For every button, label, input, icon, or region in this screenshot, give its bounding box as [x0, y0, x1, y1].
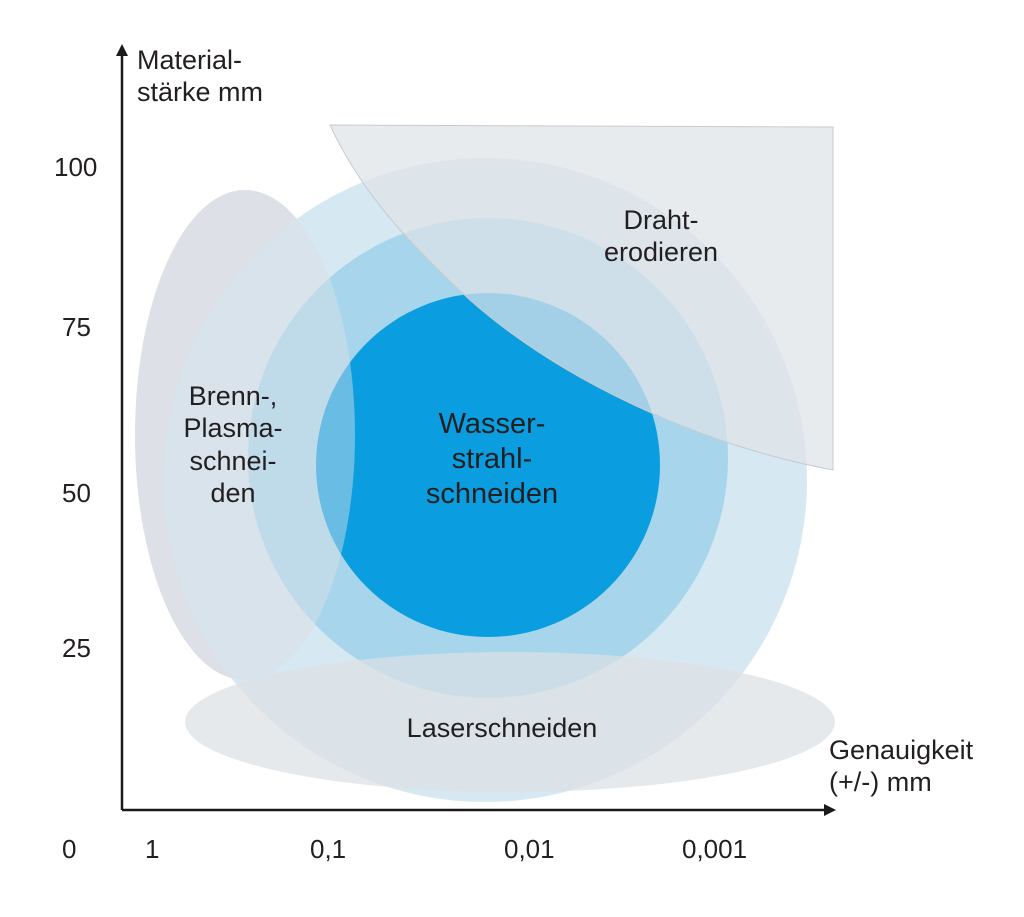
x-tick-label: 0,001 [682, 834, 748, 864]
water-label-line: strahl- [451, 442, 533, 475]
wire-edm-label: Draht- erodieren [586, 204, 736, 269]
x-axis-title-line-2: (+/-) mm [829, 767, 932, 798]
x-axis-title: Genauigkeit (+/-) mm [829, 734, 973, 799]
x-tick-label: 1 [145, 834, 160, 864]
y-axis-title-line-1: Material- [137, 45, 243, 75]
wire-label-line: erodieren [603, 237, 719, 268]
plasma-label-line: Plasma- [183, 413, 283, 444]
laser-cutting-region [185, 652, 835, 792]
x-origin-label: 0 [62, 834, 77, 864]
x-tick-label: 0,1 [310, 834, 347, 864]
y-axis-title-line-2: stärke mm [137, 77, 264, 108]
laser-cutting-label: Laserschneiden [406, 713, 598, 743]
y-axis-title: Material- stärke mm [137, 44, 263, 109]
water-jet-core [316, 293, 660, 637]
wire-edm-region [329, 124, 834, 471]
y-tick-label: 100 [54, 152, 98, 182]
water-label-line: Wasser- [438, 408, 546, 440]
wire-label-line: Draht- [623, 205, 699, 235]
plasma-label-line: Brenn-, [188, 381, 278, 411]
x-axis-title-line-1: Genauigkeit [829, 735, 974, 765]
plasma-cutting-overlay [135, 190, 355, 680]
water-label-line: schneiden [425, 477, 559, 510]
y-tick-label: 25 [62, 633, 91, 663]
plasma-label-line: den [210, 478, 256, 509]
y-tick-label: 50 [62, 478, 91, 508]
water-jet-cutting-label: Wasser- strahl- schneiden [402, 407, 582, 511]
plasma-label-line: schnei- [189, 445, 277, 476]
y-tick-label: 75 [62, 312, 91, 342]
plasma-cutting-label: Brenn-, Plasma- schnei- den [168, 380, 298, 510]
x-tick-label: 0,01 [504, 834, 555, 864]
